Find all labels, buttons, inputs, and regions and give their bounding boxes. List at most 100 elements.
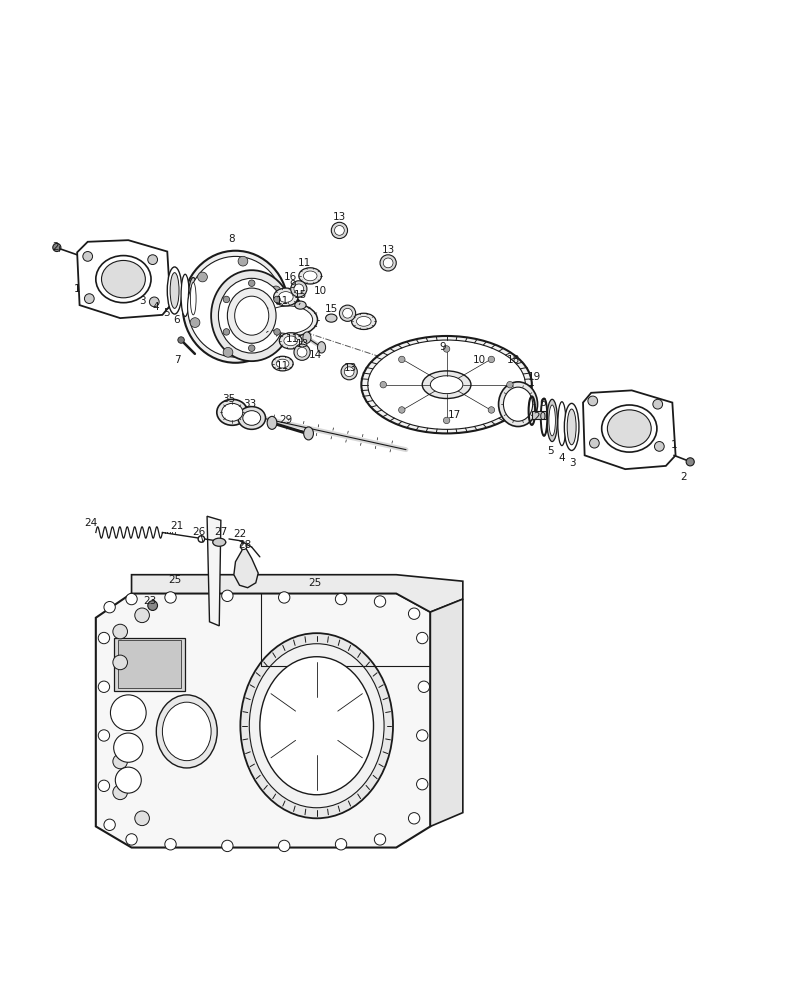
Circle shape (178, 337, 184, 343)
Circle shape (98, 730, 109, 741)
Ellipse shape (240, 633, 393, 818)
Ellipse shape (430, 376, 462, 394)
Circle shape (443, 346, 449, 352)
Text: 9: 9 (439, 342, 445, 352)
Text: 6: 6 (539, 398, 545, 408)
Ellipse shape (557, 402, 565, 446)
Ellipse shape (422, 371, 470, 398)
Circle shape (278, 592, 290, 603)
Circle shape (190, 318, 200, 327)
Circle shape (104, 819, 115, 830)
Ellipse shape (356, 316, 371, 326)
Circle shape (165, 592, 176, 603)
Polygon shape (207, 516, 221, 626)
Circle shape (398, 356, 405, 363)
Circle shape (487, 407, 494, 413)
Ellipse shape (181, 274, 189, 316)
Text: 2: 2 (680, 472, 686, 482)
Circle shape (197, 272, 207, 282)
Circle shape (98, 681, 109, 692)
Circle shape (335, 839, 346, 850)
Circle shape (248, 345, 255, 351)
Text: 8: 8 (228, 234, 234, 244)
Ellipse shape (249, 644, 384, 808)
Circle shape (335, 593, 346, 605)
Ellipse shape (238, 407, 265, 429)
Polygon shape (131, 575, 462, 612)
Ellipse shape (547, 399, 557, 442)
Ellipse shape (188, 278, 198, 320)
Circle shape (240, 543, 247, 550)
Text: 16: 16 (284, 272, 297, 282)
Ellipse shape (361, 336, 531, 433)
Ellipse shape (264, 306, 312, 334)
Ellipse shape (303, 332, 311, 343)
Text: 33: 33 (243, 399, 256, 409)
Text: 23: 23 (144, 596, 157, 606)
Text: 22: 22 (233, 529, 246, 539)
Circle shape (654, 442, 663, 451)
Circle shape (408, 813, 419, 824)
Ellipse shape (242, 411, 260, 425)
Circle shape (248, 280, 255, 286)
Text: 10: 10 (314, 286, 327, 296)
Text: 19: 19 (527, 372, 540, 382)
Ellipse shape (211, 270, 292, 361)
Circle shape (587, 396, 597, 406)
Text: 4: 4 (152, 302, 159, 312)
Circle shape (278, 840, 290, 852)
Circle shape (380, 255, 396, 271)
Circle shape (126, 593, 137, 605)
Text: 11: 11 (276, 361, 289, 371)
Circle shape (264, 332, 273, 341)
Text: 25: 25 (308, 578, 321, 588)
Ellipse shape (182, 251, 288, 363)
Circle shape (148, 601, 157, 610)
Circle shape (487, 356, 494, 363)
Text: 11: 11 (298, 258, 311, 268)
Ellipse shape (170, 273, 179, 308)
Ellipse shape (221, 403, 242, 421)
Circle shape (113, 655, 127, 670)
Ellipse shape (276, 359, 289, 368)
Text: 4: 4 (558, 453, 564, 463)
Circle shape (149, 297, 159, 307)
Ellipse shape (267, 416, 277, 429)
Bar (114, 638, 185, 691)
Text: 13: 13 (295, 339, 308, 349)
Ellipse shape (607, 410, 650, 447)
Ellipse shape (167, 267, 182, 314)
Text: 26: 26 (192, 527, 205, 537)
Circle shape (113, 624, 127, 639)
Circle shape (398, 407, 405, 413)
Circle shape (374, 834, 385, 845)
Ellipse shape (96, 256, 151, 303)
Text: 20: 20 (533, 412, 546, 422)
Ellipse shape (367, 340, 525, 429)
Circle shape (416, 730, 427, 741)
Circle shape (344, 367, 354, 377)
Circle shape (198, 536, 204, 542)
Ellipse shape (303, 427, 313, 440)
Text: 5: 5 (547, 446, 553, 456)
Circle shape (115, 767, 141, 793)
Ellipse shape (218, 278, 285, 353)
Circle shape (148, 255, 157, 265)
Circle shape (223, 329, 230, 335)
Text: 3: 3 (569, 458, 575, 468)
Circle shape (334, 226, 344, 235)
Polygon shape (430, 599, 462, 826)
Circle shape (342, 308, 352, 318)
Circle shape (135, 608, 149, 623)
Text: 29: 29 (279, 415, 292, 425)
Ellipse shape (199, 283, 204, 322)
Text: 25: 25 (168, 575, 181, 585)
Ellipse shape (279, 333, 302, 349)
Circle shape (290, 281, 307, 297)
Text: 1: 1 (670, 440, 676, 450)
Circle shape (339, 305, 355, 321)
Text: 11: 11 (276, 296, 289, 306)
Circle shape (126, 834, 137, 845)
Ellipse shape (325, 314, 337, 322)
Text: 14: 14 (308, 350, 321, 360)
